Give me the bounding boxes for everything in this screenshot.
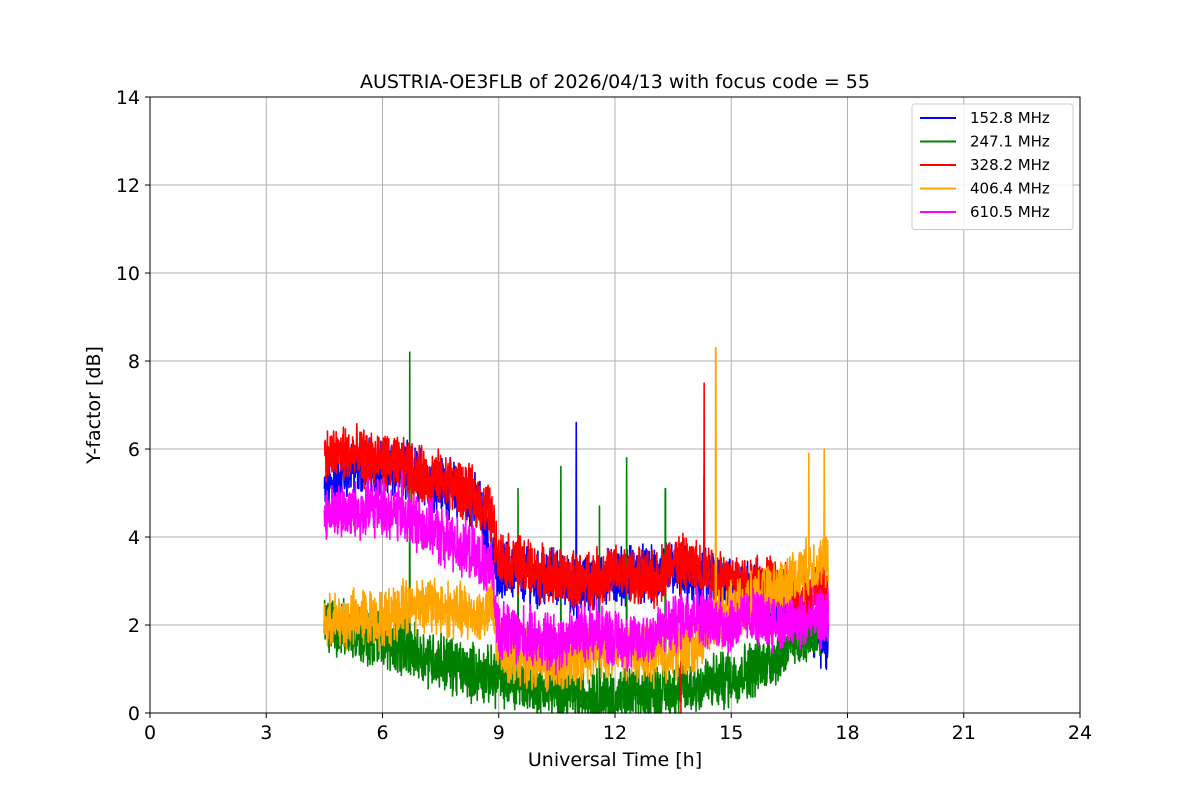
x-tick-label: 6 (376, 722, 388, 744)
legend-box (911, 103, 1074, 230)
x-tick-label: 15 (719, 722, 743, 744)
plot-area (323, 347, 829, 714)
y-tick-label: 4 (128, 527, 140, 549)
y-tick-label: 10 (116, 263, 140, 285)
x-tick-label: 3 (260, 722, 272, 744)
series-610-5-mhz (323, 470, 829, 676)
y-tick-label: 8 (128, 351, 140, 373)
y-tick-label: 14 (116, 87, 140, 109)
x-tick-label: 12 (603, 722, 627, 744)
series-247-1-mhz (323, 351, 829, 714)
y-tick-label: 12 (116, 175, 140, 197)
y-tick-label: 6 (128, 439, 140, 461)
legend-label: 610.5 MHz (970, 203, 1050, 221)
legend: 152.8 MHz 247.1 MHz 328.2 MHz 406.4 MHz 610.… (911, 103, 1074, 230)
chart-title: AUSTRIA-OE3FLB of 2026/04/13 with focus … (360, 71, 870, 93)
legend-label: 406.4 MHz (970, 180, 1050, 198)
y-tick-label: 2 (128, 615, 140, 637)
y-axis-label: Y-factor [dB] (83, 346, 105, 465)
series-line (323, 351, 829, 714)
legend-label: 152.8 MHz (970, 109, 1050, 127)
y-tick-label: 0 (128, 703, 140, 725)
legend-label: 247.1 MHz (970, 133, 1050, 151)
x-tick-label: 18 (835, 722, 859, 744)
legend-label: 328.2 MHz (970, 156, 1050, 174)
x-tick-label: 9 (493, 722, 505, 744)
x-tick-label: 21 (952, 722, 976, 744)
series-line (323, 470, 829, 676)
x-tick-label: 24 (1068, 722, 1092, 744)
x-axis-label: Universal Time [h] (528, 749, 702, 771)
x-tick-label: 0 (144, 722, 156, 744)
